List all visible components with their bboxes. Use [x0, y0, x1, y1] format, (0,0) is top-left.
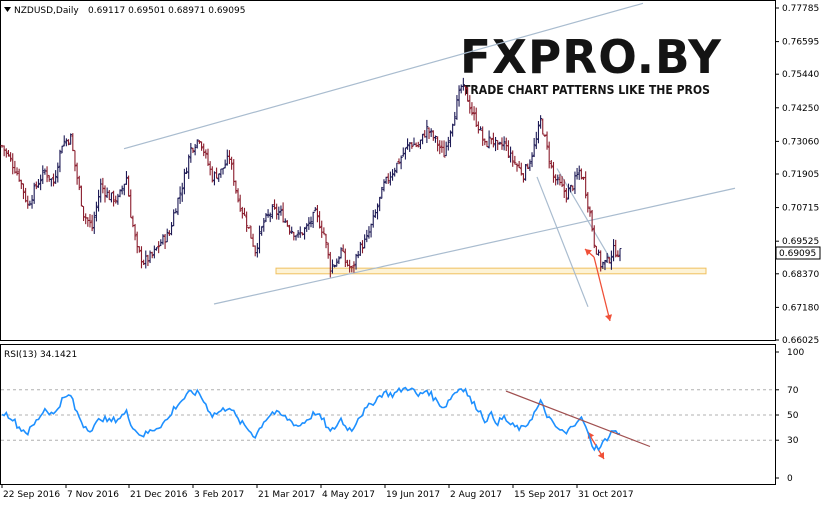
- support-zone-rect: [275, 267, 707, 275]
- price-arrow-down-head: [605, 314, 613, 321]
- upper-channel-line: [123, 2, 644, 150]
- price-tick-label: 0.67180: [782, 303, 819, 313]
- rsi-tick-label: 100: [787, 348, 804, 358]
- time-tick-label: 4 May 2017: [322, 490, 375, 500]
- rsi-tick-label: 30: [787, 436, 799, 446]
- rsi-tick-label: 50: [787, 411, 799, 421]
- price-tick-label: 0.76595: [782, 38, 819, 48]
- price-arrow-up-head: [585, 249, 592, 256]
- time-tick-label: 19 Jun 2017: [386, 490, 440, 500]
- support-zone: [275, 267, 707, 275]
- time-tick-label: 22 Sep 2016: [3, 490, 60, 500]
- price-tick-label: 0.69525: [782, 237, 819, 247]
- rsi-axis: 100 70 50 30 0: [775, 348, 804, 484]
- rsi-series: [1, 386, 651, 452]
- price-tick-label: 0.75440: [782, 70, 819, 80]
- ohlc-values: 0.69117 0.69501 0.68971 0.69095: [88, 6, 245, 16]
- price-arrow-down: [593, 256, 611, 322]
- main-pane[interactable]: [0, 0, 776, 341]
- rsi-tick-label: 0: [787, 474, 793, 484]
- rsi-arrow-down-head: [597, 452, 605, 459]
- time-tick-label: 21 Mar 2017: [258, 490, 315, 500]
- descending-channel-lower: [536, 176, 589, 308]
- time-tick-label: 15 Sep 2017: [514, 490, 571, 500]
- price-tick-label: 0.70715: [782, 204, 819, 214]
- price-tick-label: 0.73060: [782, 137, 819, 147]
- price-tick-label: 0.68370: [782, 270, 819, 280]
- ohlc-bars: [0, 77, 622, 278]
- price-tick-label: 0.74250: [782, 104, 819, 114]
- time-tick-label: 7 Nov 2016: [67, 490, 119, 500]
- price-tick-label: 0.71905: [782, 170, 819, 180]
- price-axis: 0.77785 0.76595 0.75440 0.74250 0.73060 0.719…: [775, 4, 819, 346]
- time-tick-label: 3 Feb 2017: [194, 490, 244, 500]
- price-tick-label: 0.66025: [782, 336, 819, 346]
- time-tick-label: 21 Dec 2016: [130, 490, 188, 500]
- descending-channel-upper: [556, 168, 613, 262]
- logo-tagline: TRADE CHART PATTERNS LIKE THE PROS: [463, 82, 710, 97]
- lower-channel-line: [213, 187, 736, 305]
- fxpro-logo: FXPRO.BY TRADE CHART PATTERNS LIKE THE P…: [460, 30, 722, 97]
- last-price-marker: 0.69095: [775, 246, 821, 260]
- last-price-label: 0.69095: [779, 249, 816, 259]
- symbol-label: NZDUSD,Daily: [14, 6, 79, 16]
- price-tick-label: 0.77785: [782, 4, 819, 14]
- time-tick-label: 2 Aug 2017: [450, 490, 502, 500]
- logo-text: FXPRO.BY: [460, 30, 722, 84]
- rsi-tick-label: 70: [787, 386, 799, 396]
- chart-header: NZDUSD,Daily 0.69117 0.69501 0.68971 0.6…: [4, 6, 245, 16]
- time-axis: 22 Sep 2016 7 Nov 2016 21 Dec 2016 3 Feb 20…: [1, 484, 634, 500]
- rsi-level-lines: [1, 389, 775, 441]
- rsi-label: RSI(13) 34.1421: [4, 350, 77, 360]
- rsi-trendline: [505, 390, 651, 448]
- time-tick-label: 31 Oct 2017: [578, 490, 634, 500]
- channel-lines: [123, 2, 736, 308]
- rsi-line: [1, 386, 621, 452]
- dropdown-triangle-icon: [4, 7, 11, 12]
